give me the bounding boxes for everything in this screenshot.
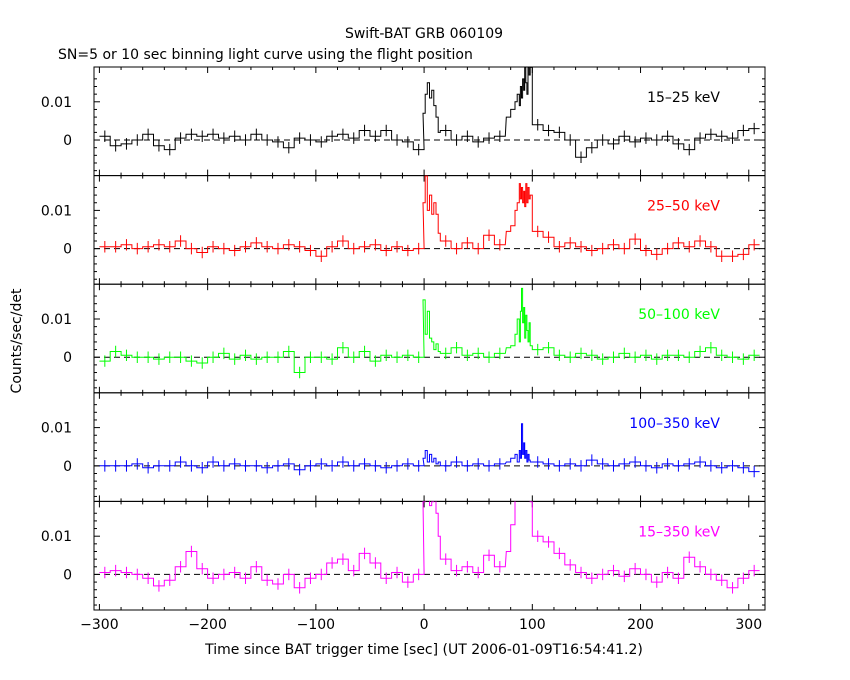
- band-label: 25–50 keV: [647, 199, 720, 215]
- band-label: 100–350 keV: [629, 416, 720, 432]
- y-tick-label: 0.01: [41, 421, 72, 437]
- x-tick-label: 0: [420, 617, 429, 633]
- y-tick-label: 0.01: [41, 203, 72, 219]
- y-tick-label: 0: [63, 133, 72, 149]
- x-tick-label: 300: [735, 617, 762, 633]
- y-tick-label: 0.01: [41, 312, 72, 328]
- panel-5: 0 0.01 15–350 keV −300 −200 −100 0 100 200 300: [41, 500, 766, 633]
- chart-subtitle: SN=5 or 10 sec binning light curve using…: [58, 47, 473, 63]
- light-curve-series: [99, 67, 760, 158]
- panel-2: 0 0.01 25–50 keV: [41, 175, 766, 285]
- panel-3: 0 0.01 50–100 keV: [41, 283, 766, 394]
- panels-group: 0 0.01 15–25 keV 0 0.01 25–50 keV 0 0.01 50–100 …: [41, 66, 766, 633]
- panel-frame: [93, 175, 766, 285]
- x-tick-label: −200: [188, 617, 226, 633]
- chart-title: Swift-BAT GRB 060109: [345, 26, 503, 42]
- panel-1: 0 0.01 15–25 keV: [41, 66, 766, 177]
- light-curve-series: [99, 287, 760, 373]
- x-tick-label: −100: [297, 617, 335, 633]
- x-axis-label: Time since BAT trigger time [sec] (UT 20…: [204, 642, 643, 658]
- band-label: 15–25 keV: [647, 90, 720, 106]
- band-label: 50–100 keV: [638, 307, 720, 323]
- x-tick-label: −300: [80, 617, 118, 633]
- x-tick-label: 200: [627, 617, 654, 633]
- y-axis-label: Counts/sec/det: [9, 288, 25, 393]
- light-curve-series: [99, 423, 760, 473]
- light-curve-series: [99, 175, 760, 257]
- y-tick-label: 0.01: [41, 529, 72, 545]
- y-tick-label: 0: [63, 242, 72, 258]
- y-tick-label: 0: [63, 567, 72, 583]
- panel-frame: [93, 392, 766, 502]
- y-tick-label: 0: [63, 350, 72, 366]
- panel-frame: [93, 500, 766, 611]
- x-tick-label: 100: [519, 617, 546, 633]
- band-label: 15–350 keV: [638, 524, 720, 540]
- panel-4: 0 0.01 100–350 keV: [41, 392, 766, 502]
- y-tick-label: 0.01: [41, 95, 72, 111]
- y-tick-label: 0: [63, 459, 72, 475]
